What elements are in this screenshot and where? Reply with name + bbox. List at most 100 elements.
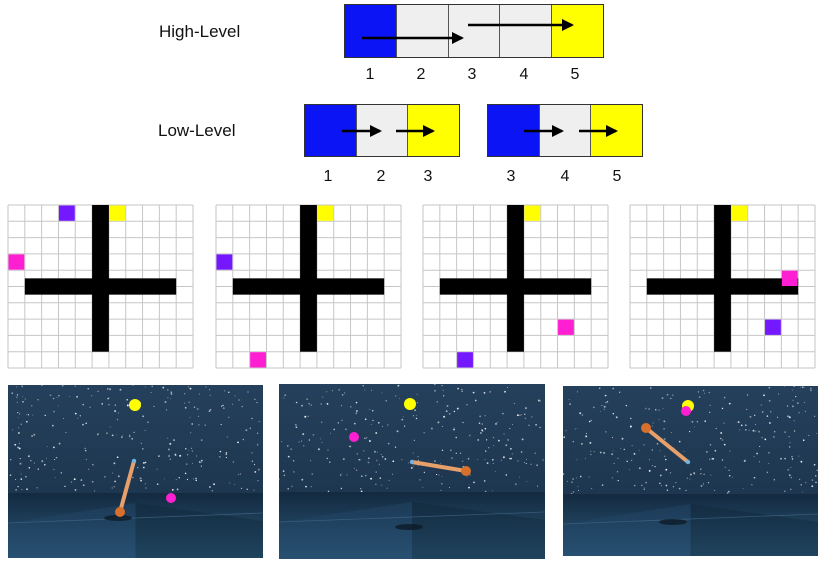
star xyxy=(729,450,731,452)
star xyxy=(173,439,175,441)
star xyxy=(477,459,478,460)
star xyxy=(723,443,726,446)
star xyxy=(604,394,607,397)
gridworld-panel-4 xyxy=(629,204,816,369)
star xyxy=(20,423,22,425)
star xyxy=(723,396,726,399)
star xyxy=(494,470,496,472)
star xyxy=(359,459,361,461)
low-step-number: 1 xyxy=(323,168,333,185)
star xyxy=(97,390,99,393)
star xyxy=(364,389,366,391)
magenta-target xyxy=(349,432,359,442)
star xyxy=(184,406,187,409)
star xyxy=(768,399,771,402)
star xyxy=(20,478,23,480)
star xyxy=(457,387,459,390)
star xyxy=(77,417,79,419)
star xyxy=(758,461,761,463)
star xyxy=(112,472,114,474)
star xyxy=(430,427,433,430)
star xyxy=(381,455,384,458)
star xyxy=(257,480,259,482)
star xyxy=(631,445,633,446)
star xyxy=(525,462,527,465)
star xyxy=(768,386,771,389)
star xyxy=(675,481,677,484)
star xyxy=(304,415,307,418)
star xyxy=(234,395,236,397)
star xyxy=(126,399,128,401)
star xyxy=(170,398,171,400)
star xyxy=(584,458,586,460)
star xyxy=(16,401,18,403)
star xyxy=(91,480,94,483)
star xyxy=(344,392,346,394)
star xyxy=(611,436,613,438)
star xyxy=(542,459,544,461)
yellow-goal-cell xyxy=(109,205,126,221)
star xyxy=(53,468,55,470)
star xyxy=(116,418,119,421)
star xyxy=(37,468,40,470)
star xyxy=(702,389,705,392)
star xyxy=(415,417,418,420)
star xyxy=(472,391,475,394)
star xyxy=(9,474,12,476)
star xyxy=(445,410,448,412)
star xyxy=(720,432,723,434)
star xyxy=(576,459,578,461)
star xyxy=(295,426,298,429)
star xyxy=(753,456,755,458)
star xyxy=(356,452,359,455)
star xyxy=(524,407,527,410)
arm-end-effector xyxy=(115,507,125,517)
star xyxy=(780,457,782,460)
arm-shadow xyxy=(659,519,687,525)
magenta-cell xyxy=(8,254,25,270)
star xyxy=(534,452,536,454)
star xyxy=(511,453,513,455)
yellow-goal-cell xyxy=(731,205,748,221)
star xyxy=(580,442,583,445)
star xyxy=(319,438,321,440)
star xyxy=(479,432,482,434)
star xyxy=(80,479,83,481)
star xyxy=(326,457,329,460)
star xyxy=(310,404,312,406)
star xyxy=(167,448,170,451)
star xyxy=(574,428,576,430)
star xyxy=(800,460,803,463)
star xyxy=(384,458,387,460)
star xyxy=(257,468,260,471)
star xyxy=(511,424,514,426)
star xyxy=(811,485,814,488)
star xyxy=(360,490,363,493)
star xyxy=(434,460,436,462)
star xyxy=(685,489,687,491)
star xyxy=(629,469,630,471)
star xyxy=(791,389,793,391)
star xyxy=(188,449,190,451)
star xyxy=(228,391,230,394)
star xyxy=(729,402,732,405)
star xyxy=(521,438,524,441)
star xyxy=(509,447,512,450)
star xyxy=(572,478,574,480)
star xyxy=(466,476,468,478)
star xyxy=(531,416,533,418)
star xyxy=(507,386,508,388)
star xyxy=(461,390,463,392)
floor-tile xyxy=(412,502,545,559)
star xyxy=(184,393,186,395)
star xyxy=(211,490,213,492)
star xyxy=(691,420,694,423)
star xyxy=(787,468,790,471)
star xyxy=(441,449,444,452)
star xyxy=(106,388,109,390)
star xyxy=(790,466,792,468)
star xyxy=(353,422,356,425)
star xyxy=(364,474,367,477)
star xyxy=(85,422,87,424)
star xyxy=(209,408,212,411)
